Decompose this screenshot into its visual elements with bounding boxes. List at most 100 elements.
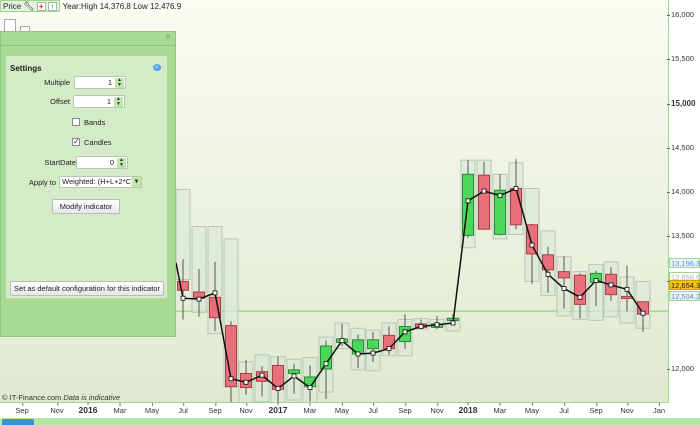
wrench-icon[interactable]: 🔧︎ bbox=[23, 0, 35, 11]
x-tick-label: Nov bbox=[239, 403, 253, 415]
settings-panel-header[interactable]: × bbox=[1, 32, 175, 46]
x-tick-label: 2017 bbox=[268, 402, 288, 415]
offset-stepper[interactable]: ▲ ▼ bbox=[114, 97, 123, 107]
average-point bbox=[434, 322, 440, 328]
candle-down[interactable] bbox=[225, 325, 237, 388]
help-icon[interactable] bbox=[153, 64, 161, 71]
bottom-tab-bar bbox=[0, 418, 700, 425]
average-point bbox=[259, 372, 265, 378]
multiple-value: 1 bbox=[107, 78, 112, 87]
modify-indicator-button[interactable]: Modify indicator bbox=[52, 199, 120, 214]
settings-title: Settings bbox=[10, 64, 42, 73]
candle-up[interactable] bbox=[320, 345, 332, 370]
y-axis[interactable] bbox=[669, 0, 700, 403]
settings-form: Settings Multiple 1 ▲ ▼ Offset 1 ▲ ▼ Bands… bbox=[5, 55, 168, 299]
x-tick-label: May bbox=[144, 403, 160, 415]
y-tick-label: 14,500 bbox=[667, 142, 694, 152]
offset-input[interactable]: 1 ▲ ▼ bbox=[73, 95, 125, 108]
average-point bbox=[180, 295, 186, 301]
bands-label: Bands bbox=[84, 118, 106, 127]
add-icon[interactable]: ↑ bbox=[47, 1, 57, 11]
settings-panel: × Settings Multiple 1 ▲ ▼ Offset 1 ▲ ▼ Ban… bbox=[0, 31, 176, 337]
x-tick-label: Mar bbox=[113, 403, 127, 415]
startdate-stepper[interactable]: ▲ ▼ bbox=[117, 158, 126, 168]
average-point bbox=[275, 386, 281, 391]
set-default-config-button[interactable]: Set as default configuration for this in… bbox=[10, 281, 164, 296]
offset-value: 1 bbox=[106, 97, 111, 106]
y-tick-label: 13,500 bbox=[667, 231, 694, 241]
multiple-input[interactable]: 1 ▲ ▼ bbox=[74, 76, 126, 89]
candle-down[interactable] bbox=[478, 174, 490, 230]
apply-to-label: Apply to bbox=[28, 178, 56, 187]
x-tick-label: Jul bbox=[559, 403, 569, 415]
average-point bbox=[624, 286, 630, 292]
candles-checkbox[interactable]: ✓ bbox=[72, 137, 80, 146]
bottom-tab[interactable] bbox=[2, 419, 34, 425]
remove-icon[interactable]: + bbox=[36, 1, 46, 11]
candle-up[interactable] bbox=[288, 369, 300, 374]
chevron-down-icon[interactable]: ▼ bbox=[132, 177, 141, 187]
candle-up[interactable] bbox=[494, 189, 506, 235]
price-tag-upper: 13,196.3 bbox=[669, 258, 700, 268]
price-toolbar: Price 🔧︎ + ↑ Year:High 14,376.8 Low 12,4… bbox=[0, 0, 181, 12]
price-label: Price bbox=[3, 1, 22, 11]
x-tick-label: Nov bbox=[50, 403, 64, 415]
average-point bbox=[593, 278, 599, 283]
candle-down[interactable] bbox=[558, 271, 570, 279]
x-tick-label: Sep bbox=[15, 403, 29, 415]
close-icon[interactable]: × bbox=[165, 32, 171, 43]
bands-checkbox[interactable] bbox=[72, 118, 80, 126]
y-tick-label: 15,500 bbox=[667, 54, 694, 64]
x-axis[interactable] bbox=[0, 404, 669, 418]
multiple-stepper[interactable]: ▲ ▼ bbox=[115, 78, 124, 88]
x-tick-label: Jul bbox=[178, 403, 188, 415]
candle-down[interactable] bbox=[574, 274, 586, 305]
average-point bbox=[228, 376, 234, 382]
price-tag-lower: 12,504.2 bbox=[669, 291, 700, 301]
average-point bbox=[212, 290, 218, 296]
candlestick-chart[interactable] bbox=[0, 0, 669, 403]
apply-to-select[interactable]: Weighted: (H+L+2*C)/4 ▼ bbox=[59, 176, 142, 188]
average-point bbox=[513, 186, 519, 191]
x-tick-label: Jan bbox=[652, 403, 666, 415]
startdate-input[interactable]: 0 ▲ ▼ bbox=[76, 156, 128, 169]
multiple-label: Multiple bbox=[44, 78, 70, 87]
y-tick-label: 12,000 bbox=[667, 364, 694, 373]
x-tick-label: 2016 bbox=[78, 402, 98, 415]
average-point bbox=[291, 373, 297, 379]
x-tick-label: Mar bbox=[303, 403, 317, 415]
average-point bbox=[497, 193, 503, 198]
average-point bbox=[465, 198, 471, 204]
x-tick-label: Nov bbox=[620, 403, 634, 415]
copyright-text: © IT-Finance.com bbox=[2, 393, 62, 402]
x-tick-label: Sep bbox=[208, 403, 222, 415]
x-tick-label: Jul bbox=[368, 403, 378, 415]
average-point bbox=[561, 286, 567, 291]
average-point bbox=[640, 310, 646, 316]
average-point bbox=[370, 350, 376, 356]
average-point bbox=[402, 329, 408, 335]
candle-down[interactable] bbox=[542, 254, 554, 271]
candle-down[interactable] bbox=[526, 224, 538, 255]
average-point bbox=[545, 271, 551, 277]
average-point bbox=[608, 282, 614, 288]
average-point bbox=[307, 385, 313, 390]
candle-down[interactable] bbox=[621, 295, 633, 299]
candle-down[interactable] bbox=[510, 187, 522, 226]
x-tick-label: May bbox=[524, 403, 540, 415]
y-tick-label: 15,000 bbox=[666, 98, 696, 108]
x-tick-label: Sep bbox=[398, 403, 412, 415]
candle-down[interactable] bbox=[177, 280, 189, 291]
average-point bbox=[450, 320, 456, 326]
average-point bbox=[196, 296, 202, 302]
price-tag-current: 12,654.3 bbox=[669, 280, 700, 290]
x-tick-label: Mar bbox=[493, 403, 507, 415]
candle-down[interactable] bbox=[209, 296, 221, 319]
disclaimer-text: Data is indicative bbox=[63, 393, 121, 402]
x-tick-label: Nov bbox=[430, 403, 444, 415]
average-point bbox=[323, 361, 329, 367]
average-point bbox=[529, 242, 535, 248]
y-tick-label: 14,000 bbox=[667, 187, 694, 196]
candle-up[interactable] bbox=[367, 339, 379, 350]
year-high-low-info: Year:High 14,376.8 Low 12,476.9 bbox=[62, 1, 182, 11]
